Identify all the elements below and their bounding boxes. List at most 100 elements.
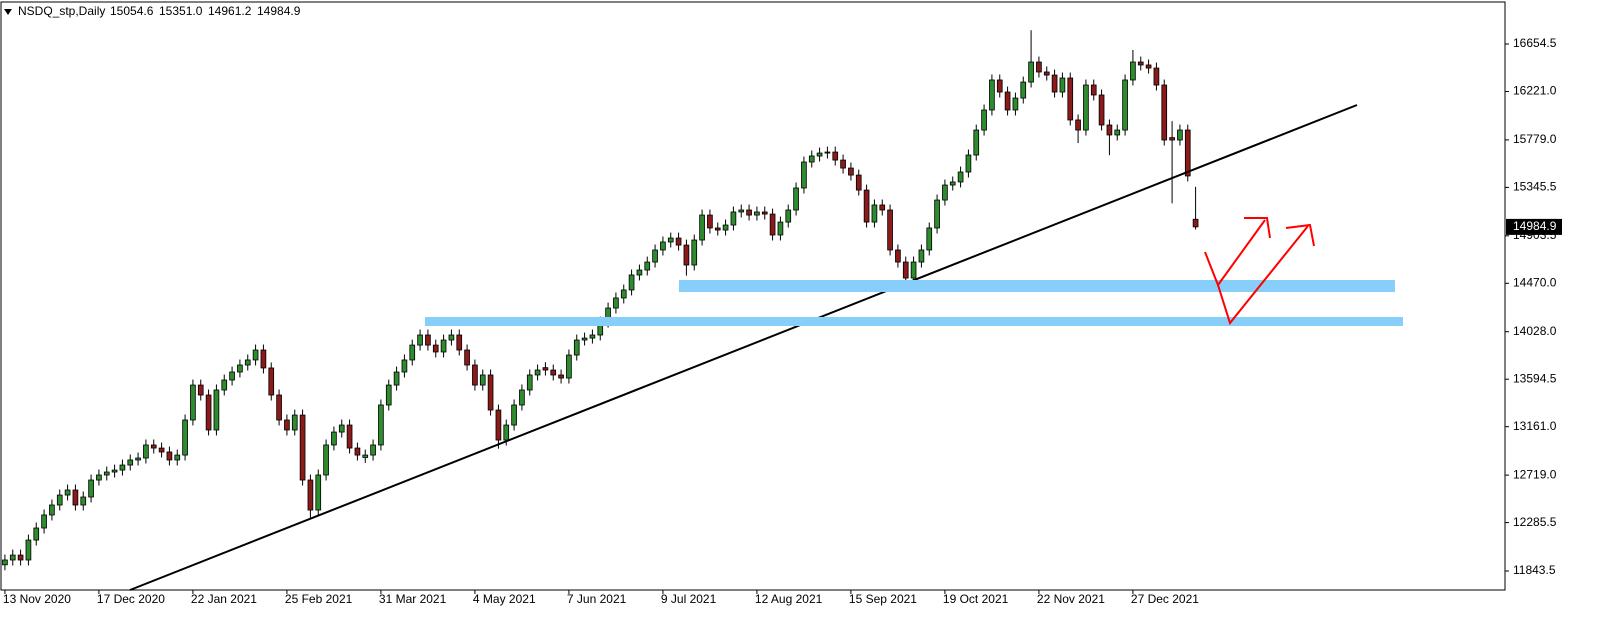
- candle-body: [989, 79, 995, 111]
- support-zone: [679, 280, 1395, 292]
- candle-body: [17, 554, 24, 561]
- candle-body: [832, 151, 839, 161]
- candle-body: [777, 221, 784, 236]
- trend-line: [129, 104, 1358, 591]
- candle-body: [534, 369, 541, 376]
- candle-body: [683, 244, 690, 266]
- candle-body: [613, 297, 619, 309]
- candle-body: [1161, 84, 1168, 141]
- candle-body: [542, 367, 549, 371]
- candle-body: [801, 161, 807, 189]
- candle-body: [511, 404, 517, 426]
- candle-body: [738, 209, 745, 213]
- candle-body: [260, 349, 267, 369]
- candle-body: [1153, 67, 1160, 86]
- candle-body: [714, 227, 721, 231]
- candles: [2, 30, 1199, 571]
- candle-body: [56, 494, 63, 506]
- candle-body: [229, 371, 235, 381]
- candle-body: [573, 339, 580, 356]
- candle-body: [957, 171, 964, 183]
- candle-body: [190, 384, 196, 421]
- candle-body: [589, 334, 596, 339]
- candle-body: [417, 334, 423, 346]
- candle-body: [205, 394, 212, 431]
- candle-body: [996, 79, 1003, 93]
- candle-body: [652, 249, 658, 263]
- candle-body: [385, 384, 392, 406]
- x-tick-label: 9 Jul 2021: [661, 592, 717, 606]
- candle-body: [174, 454, 181, 461]
- candle-body: [761, 211, 768, 215]
- candle-body: [981, 109, 987, 131]
- candle-body: [863, 189, 870, 223]
- candle-body: [1177, 129, 1183, 141]
- candle-body: [902, 261, 909, 279]
- y-tick-label: 13161.0: [1513, 419, 1557, 433]
- candle-body: [722, 224, 729, 231]
- candle-body: [213, 389, 220, 431]
- candle-body: [338, 424, 345, 433]
- candle-body: [182, 419, 188, 456]
- candle-body: [934, 199, 940, 229]
- candle-body: [323, 444, 329, 476]
- candle-body: [1145, 64, 1152, 69]
- candle-body: [855, 174, 862, 191]
- candle-body: [824, 151, 831, 154]
- candle-body: [221, 379, 228, 391]
- candle-body: [730, 211, 737, 226]
- x-tick-label: 27 Dec 2021: [1131, 592, 1199, 606]
- x-tick-label: 4 May 2021: [473, 592, 536, 606]
- x-tick-label: 22 Jan 2021: [191, 592, 257, 606]
- y-tick-label: 15779.0: [1513, 132, 1557, 146]
- annotations: [129, 104, 1403, 591]
- candle-body: [879, 204, 886, 211]
- candle-body: [1012, 97, 1019, 111]
- x-tick-label: 19 Oct 2021: [943, 592, 1009, 606]
- candle-body: [393, 371, 400, 386]
- candle-body: [973, 129, 980, 156]
- candle-body: [33, 527, 40, 541]
- scenario-arrow: [1217, 225, 1309, 326]
- candle-body: [644, 261, 651, 271]
- candle-body: [691, 239, 698, 266]
- symbol: NSDQ_stp,Daily: [18, 4, 105, 18]
- candle-body: [942, 184, 948, 201]
- candle-body: [440, 339, 447, 353]
- candle-body: [143, 444, 149, 459]
- candle-body: [64, 489, 71, 496]
- candle-body: [354, 447, 361, 456]
- candle-body: [840, 159, 846, 169]
- candle-body: [244, 359, 251, 366]
- candle-body: [566, 354, 572, 379]
- candle-body: [456, 334, 463, 351]
- candle-body: [910, 261, 917, 279]
- candle-body: [307, 479, 314, 511]
- candle-body: [80, 496, 87, 506]
- x-tick-label: 25 Feb 2021: [285, 592, 353, 606]
- candle-body: [276, 394, 282, 421]
- candle-body: [503, 424, 510, 441]
- candle-body: [1169, 137, 1175, 141]
- candle-body: [362, 454, 369, 458]
- x-tick-label: 15 Sep 2021: [849, 592, 917, 606]
- candle-body: [667, 237, 674, 243]
- last-price-label: 14984.9: [1513, 219, 1557, 233]
- y-tick-label: 12285.5: [1513, 515, 1557, 529]
- candle-body: [949, 181, 956, 186]
- candle-body: [1106, 124, 1113, 136]
- candle-body: [409, 344, 416, 361]
- candle-body: [479, 374, 486, 386]
- y-tick-label: 14028.0: [1513, 324, 1557, 338]
- candle-body: [158, 447, 165, 453]
- candle-body: [660, 241, 666, 251]
- candle-body: [432, 344, 439, 353]
- candle-body: [103, 471, 110, 476]
- candle-body: [1004, 91, 1011, 111]
- candle-body: [315, 474, 322, 511]
- x-tick-label: 12 Aug 2021: [755, 592, 823, 606]
- candle-body: [1130, 61, 1136, 81]
- candle-body: [495, 409, 502, 441]
- candle-body: [699, 214, 705, 241]
- candle-body: [237, 364, 243, 373]
